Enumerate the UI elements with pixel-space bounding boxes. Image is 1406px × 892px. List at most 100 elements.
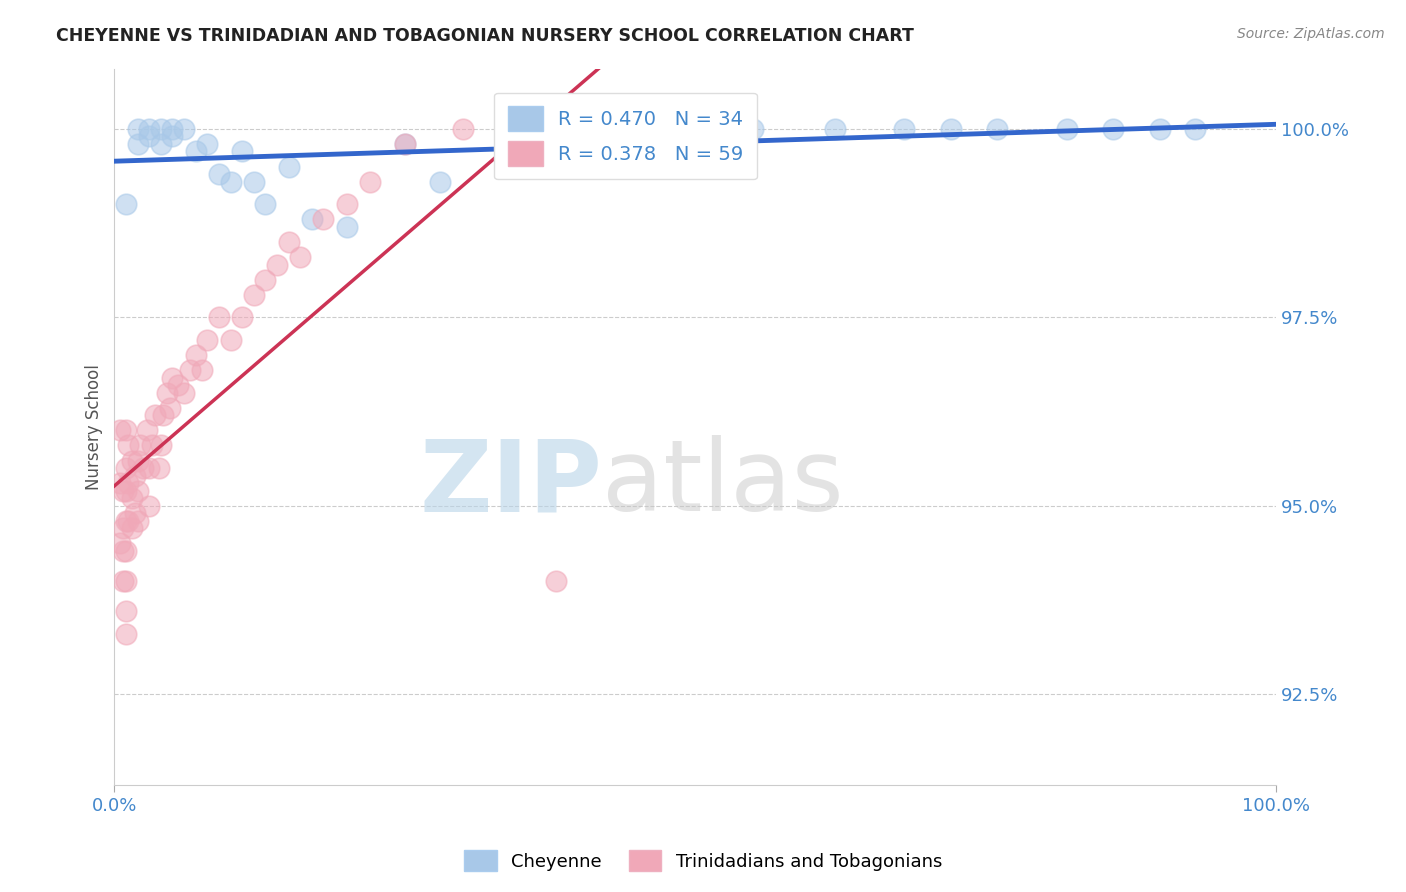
Point — [939, 121, 962, 136]
Point — [231, 145, 253, 159]
Point — [121, 491, 143, 506]
Point — [129, 438, 152, 452]
Point — [127, 453, 149, 467]
Point — [359, 175, 381, 189]
Point — [124, 506, 146, 520]
Point — [208, 310, 231, 325]
Point — [451, 121, 474, 136]
Point — [115, 483, 138, 498]
Point — [195, 333, 218, 347]
Point — [277, 160, 299, 174]
Point — [148, 461, 170, 475]
Y-axis label: Nursery School: Nursery School — [86, 364, 103, 490]
Point — [127, 121, 149, 136]
Point — [266, 258, 288, 272]
Point — [893, 121, 915, 136]
Point — [159, 401, 181, 415]
Point — [1102, 121, 1125, 136]
Point — [173, 385, 195, 400]
Point — [173, 121, 195, 136]
Point — [243, 287, 266, 301]
Point — [111, 544, 134, 558]
Point — [115, 514, 138, 528]
Point — [184, 145, 207, 159]
Point — [254, 272, 277, 286]
Point — [115, 544, 138, 558]
Text: CHEYENNE VS TRINIDADIAN AND TOBAGONIAN NURSERY SCHOOL CORRELATION CHART: CHEYENNE VS TRINIDADIAN AND TOBAGONIAN N… — [56, 27, 914, 45]
Point — [115, 574, 138, 589]
Point — [141, 438, 163, 452]
Point — [1056, 121, 1078, 136]
Point — [138, 121, 160, 136]
Point — [138, 461, 160, 475]
Point — [231, 310, 253, 325]
Point — [149, 136, 172, 151]
Text: Source: ZipAtlas.com: Source: ZipAtlas.com — [1237, 27, 1385, 41]
Point — [143, 409, 166, 423]
Point — [179, 363, 201, 377]
Point — [184, 348, 207, 362]
Point — [138, 499, 160, 513]
Point — [152, 409, 174, 423]
Point — [394, 136, 416, 151]
Point — [111, 483, 134, 498]
Point — [110, 536, 132, 550]
Point — [277, 235, 299, 249]
Point — [290, 250, 312, 264]
Point — [683, 121, 706, 136]
Point — [243, 175, 266, 189]
Text: atlas: atlas — [602, 435, 844, 533]
Point — [117, 476, 139, 491]
Point — [162, 370, 184, 384]
Point — [111, 521, 134, 535]
Point — [394, 136, 416, 151]
Point — [115, 461, 138, 475]
Point — [149, 438, 172, 452]
Point — [115, 424, 138, 438]
Point — [127, 514, 149, 528]
Point — [208, 167, 231, 181]
Point — [167, 378, 190, 392]
Point — [1184, 121, 1206, 136]
Point — [544, 574, 567, 589]
Point — [824, 121, 846, 136]
Point — [117, 438, 139, 452]
Point — [336, 219, 359, 234]
Point — [429, 175, 451, 189]
Point — [162, 121, 184, 136]
Point — [1149, 121, 1171, 136]
Point — [162, 129, 184, 144]
Point — [190, 363, 212, 377]
Point — [219, 333, 242, 347]
Point — [336, 197, 359, 211]
Point — [591, 145, 613, 159]
Legend: Cheyenne, Trinidadians and Tobagonians: Cheyenne, Trinidadians and Tobagonians — [457, 843, 949, 879]
Point — [110, 424, 132, 438]
Point — [115, 627, 138, 641]
Point — [111, 574, 134, 589]
Point — [115, 197, 138, 211]
Point — [312, 212, 335, 227]
Point — [156, 385, 179, 400]
Point — [121, 453, 143, 467]
Point — [138, 129, 160, 144]
Point — [742, 121, 765, 136]
Point — [124, 468, 146, 483]
Point — [121, 521, 143, 535]
Point — [510, 121, 533, 136]
Point — [110, 476, 132, 491]
Point — [219, 175, 242, 189]
Point — [195, 136, 218, 151]
Point — [986, 121, 1008, 136]
Point — [254, 197, 277, 211]
Point — [127, 136, 149, 151]
Point — [115, 604, 138, 618]
Legend: R = 0.470   N = 34, R = 0.378   N = 59: R = 0.470 N = 34, R = 0.378 N = 59 — [494, 93, 756, 179]
Point — [301, 212, 323, 227]
Point — [136, 424, 159, 438]
Point — [132, 461, 155, 475]
Point — [149, 121, 172, 136]
Point — [117, 514, 139, 528]
Text: ZIP: ZIP — [419, 435, 602, 533]
Point — [127, 483, 149, 498]
